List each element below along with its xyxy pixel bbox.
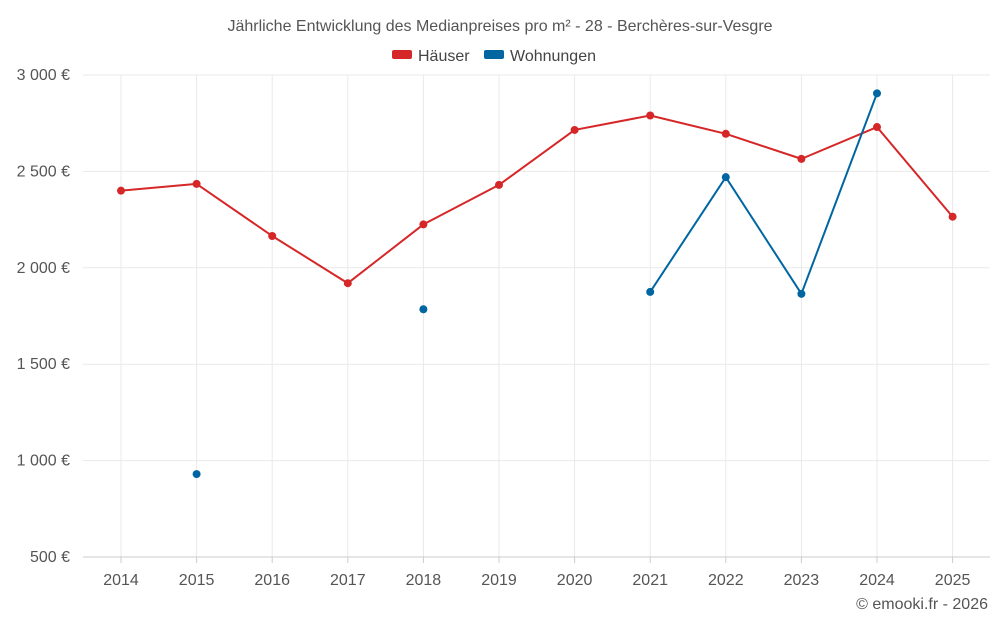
data-point-0[interactable]	[495, 180, 503, 189]
data-point-0[interactable]	[873, 123, 881, 132]
legend-label-haeuser: Häuser	[418, 48, 470, 65]
x-tick-label: 2024	[859, 572, 895, 589]
series-line-1	[649, 92, 878, 295]
gridlines	[83, 74, 990, 557]
x-tick-label: 2022	[708, 572, 744, 589]
data-point-1[interactable]	[721, 173, 730, 182]
y-tick-label: 3 000 €	[17, 67, 70, 84]
data-point-1[interactable]	[419, 305, 428, 314]
data-point-0[interactable]	[419, 220, 428, 229]
data-point-1[interactable]	[797, 289, 806, 298]
x-tick-label: 2017	[330, 572, 366, 589]
legend-label-wohnungen: Wohnungen	[510, 48, 596, 65]
x-tick-label: 2025	[935, 572, 971, 589]
x-tick-label: 2020	[557, 572, 593, 589]
x-tick-label: 2021	[632, 572, 668, 589]
data-point-0[interactable]	[268, 231, 277, 240]
y-tick-label: 2 000 €	[17, 260, 70, 277]
data-point-0[interactable]	[343, 279, 352, 288]
y-axis-ticks: 500 € 1 000 € 1 500 € 2 000 € 2 500 € 3 000 €	[17, 67, 70, 566]
data-point-0[interactable]	[948, 212, 957, 221]
x-tick-label: 2018	[406, 572, 442, 589]
legend-item-haeuser[interactable]: Häuser	[392, 48, 470, 65]
x-tick-label: 2016	[254, 572, 290, 589]
data-point-0[interactable]	[192, 179, 201, 188]
x-tick-label: 2015	[179, 572, 215, 589]
legend-item-wohnungen[interactable]: Wohnungen	[484, 48, 596, 65]
legend-swatch-haeuser	[392, 50, 412, 59]
y-tick-label: 2 500 €	[17, 163, 70, 180]
x-tick-label: 2023	[784, 572, 820, 589]
x-tick-label: 2019	[481, 572, 517, 589]
y-tick-label: 1 000 €	[17, 453, 70, 470]
x-tick-label: 2014	[103, 572, 139, 589]
data-point-0[interactable]	[646, 111, 655, 120]
data-point-1[interactable]	[646, 287, 655, 296]
data-point-0[interactable]	[721, 129, 730, 138]
data-point-0[interactable]	[117, 186, 125, 195]
chart-title: Jährliche Entwicklung des Medianpreises …	[227, 18, 772, 35]
legend[interactable]: Häuser Wohnungen	[392, 48, 596, 65]
y-tick-label: 1 500 €	[17, 356, 70, 373]
legend-swatch-wohnungen	[484, 50, 504, 59]
data-point-0[interactable]	[570, 125, 579, 134]
data-point-0[interactable]	[797, 154, 806, 163]
y-tick-label: 500 €	[30, 549, 70, 566]
credit-text: © emooki.fr - 2026	[856, 596, 988, 613]
series-line-0	[120, 114, 954, 285]
x-axis-ticks: 2014 2015 2016 2017 2018 2019 2020 2021 2022 2023…	[103, 557, 970, 589]
data-point-1[interactable]	[192, 470, 201, 479]
series-layer	[117, 89, 957, 479]
data-point-1[interactable]	[873, 89, 881, 98]
